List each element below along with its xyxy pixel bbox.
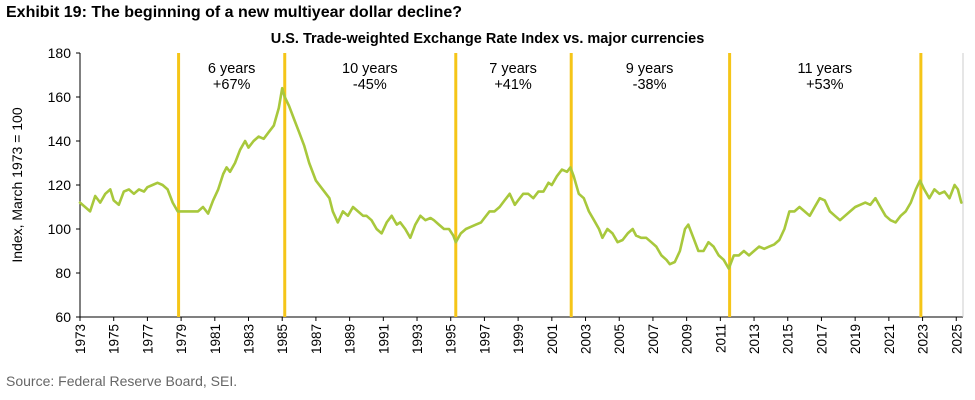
x-tick-label: 2025 [949, 324, 964, 354]
annotation-duration: 6 years [208, 61, 256, 77]
series-line [78, 86, 963, 270]
annotation-change: +67% [213, 77, 251, 93]
x-tick-label: 2021 [882, 324, 897, 354]
x-tick-label: 1989 [343, 324, 358, 354]
chart-title: U.S. Trade-weighted Exchange Rate Index … [270, 31, 705, 47]
x-tick-label: 2017 [814, 324, 829, 354]
x-tick-label: 1999 [511, 324, 526, 354]
annotation-duration: 11 years [798, 61, 853, 77]
x-tick-label: 2007 [646, 324, 661, 354]
y-axis-label: Index, March 1973 = 100 [9, 107, 25, 262]
x-tick-label: 1973 [73, 324, 88, 354]
annotation-duration: 7 years [489, 61, 537, 77]
y-tick-label: 80 [55, 265, 71, 281]
x-tick-label: 2009 [680, 324, 695, 354]
x-tick-label: 1983 [242, 324, 257, 354]
annotation-change: -45% [353, 77, 387, 93]
x-tick-label: 2005 [612, 324, 627, 354]
series-layer [78, 86, 963, 270]
x-tick-label: 2023 [916, 324, 931, 354]
x-ticks: 1973 1975 1977 1979 1981 1983 1985 1987 1989 1991… [73, 317, 964, 354]
x-tick-label: 1995 [444, 324, 459, 354]
x-tick-label: 2015 [781, 324, 796, 354]
x-tick-label: 1977 [140, 324, 155, 354]
y-tick-label: 60 [55, 309, 71, 325]
y-ticks: 60 80 100 120 140 160 180 [48, 45, 80, 325]
x-tick-label: 1987 [309, 324, 324, 354]
x-tick-label: 1981 [208, 324, 223, 354]
annotation-duration: 9 years [626, 61, 674, 77]
y-tick-label: 180 [48, 45, 72, 61]
y-tick-label: 100 [48, 221, 72, 237]
x-tick-label: 2001 [545, 324, 560, 354]
x-tick-label: 2011 [713, 324, 728, 353]
x-tick-label: 2003 [579, 324, 594, 354]
annotation-change: +41% [494, 77, 532, 93]
annotation-change: +53% [806, 77, 844, 93]
annotation-duration: 10 years [342, 61, 398, 77]
x-tick-label: 1979 [174, 324, 189, 354]
x-tick-label: 1975 [107, 324, 122, 354]
x-tick-label: 1993 [410, 324, 425, 354]
y-tick-label: 120 [48, 177, 72, 193]
x-tick-label: 1985 [275, 324, 290, 354]
annotation-change: -38% [633, 77, 667, 93]
x-tick-label: 2013 [747, 324, 762, 354]
x-tick-label: 1997 [477, 324, 492, 354]
exhibit-title: Exhibit 19: The beginning of a new multi… [6, 4, 463, 21]
period-annotations: 6 years+67% 10 years-45% 7 years+41% 9 year… [208, 61, 852, 93]
x-tick-label: 1991 [376, 324, 391, 354]
y-tick-label: 160 [48, 89, 72, 105]
y-tick-label: 140 [48, 133, 72, 149]
x-tick-label: 2019 [848, 324, 863, 354]
source-note: Source: Federal Reserve Board, SEI. [6, 373, 238, 389]
